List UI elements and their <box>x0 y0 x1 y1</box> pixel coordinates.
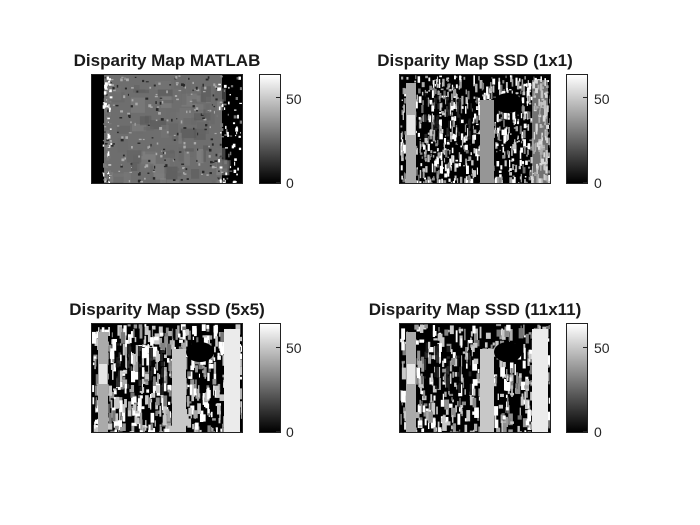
disparity-image <box>399 74 551 184</box>
colorbar-tick-label: 0 <box>286 424 294 440</box>
colorbar-tick-mark <box>583 347 587 348</box>
colorbar-tick-label: 50 <box>286 340 302 356</box>
colorbar-tick-label: 50 <box>594 340 610 356</box>
disparity-image <box>399 323 551 433</box>
colorbar-tick-label: 50 <box>286 91 302 107</box>
colorbar-tick-label: 0 <box>594 424 602 440</box>
panel-title: Disparity Map SSD (1x1) <box>377 51 573 71</box>
colorbar-tick-label: 0 <box>594 175 602 191</box>
colorbar-tick-mark <box>276 347 280 348</box>
colorbar <box>566 323 588 433</box>
colorbar <box>259 74 281 184</box>
disparity-image <box>91 323 243 433</box>
colorbar <box>259 323 281 433</box>
colorbar-tick-mark <box>583 431 587 432</box>
panel-title: Disparity Map SSD (5x5) <box>69 300 265 320</box>
colorbar-tick-mark <box>276 182 280 183</box>
colorbar-tick-mark <box>276 97 280 98</box>
colorbar-tick-label: 50 <box>594 91 610 107</box>
colorbar <box>566 74 588 184</box>
colorbar-tick-mark <box>583 182 587 183</box>
colorbar-tick-label: 0 <box>286 175 294 191</box>
colorbar-tick-mark <box>276 431 280 432</box>
panel-title: Disparity Map SSD (11x11) <box>369 300 582 320</box>
disparity-image <box>91 74 243 184</box>
panel-title: Disparity Map MATLAB <box>74 51 261 71</box>
colorbar-tick-mark <box>583 97 587 98</box>
